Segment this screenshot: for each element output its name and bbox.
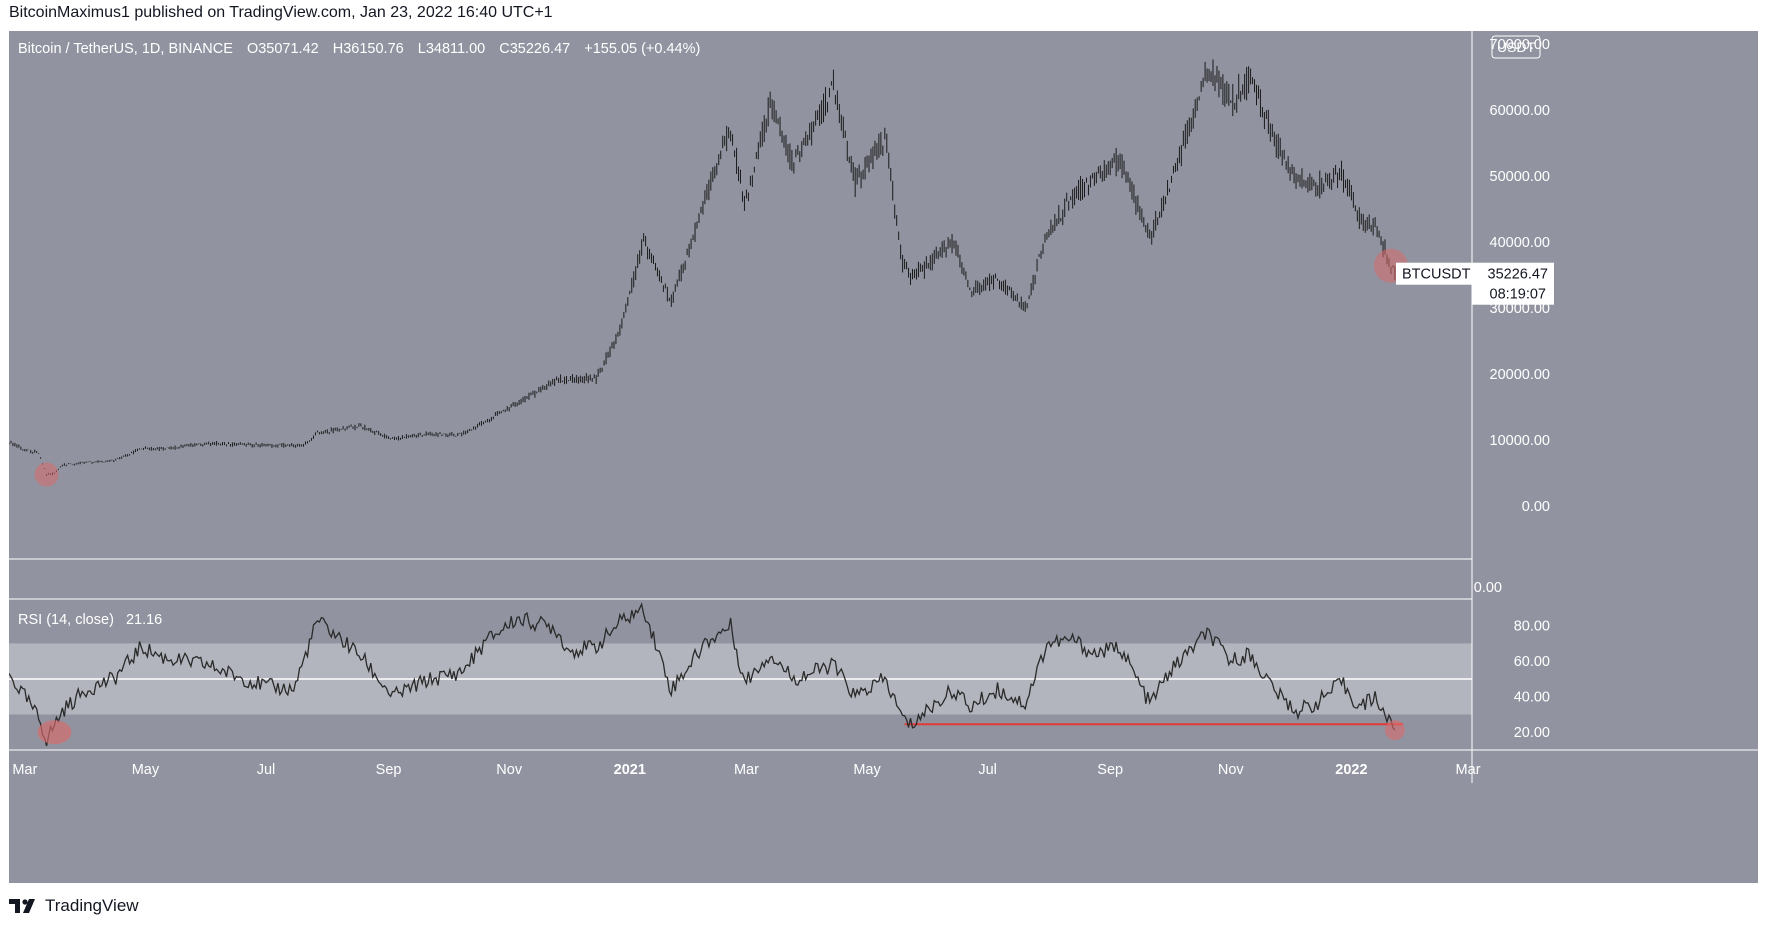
price-axis-tick: 20000.00 (1490, 367, 1550, 383)
time-axis-tick: Mar (734, 762, 759, 778)
rsi-legend-name: RSI (14, close) (18, 612, 114, 628)
close-value: 35226.47 (510, 41, 570, 57)
time-axis-tick: 2021 (614, 762, 646, 778)
currency-button[interactable]: USDT (1491, 35, 1541, 59)
footer: TradingView (9, 896, 139, 916)
change-value: +155.05 (+0.44%) (584, 41, 700, 57)
price-axis-tick: 30000.00 (1490, 301, 1550, 317)
tradingview-logo-icon (9, 899, 35, 913)
rsi-legend-value: 21.16 (126, 612, 162, 628)
time-axis-tick: Sep (1097, 762, 1123, 778)
price-low-highlight (34, 462, 59, 487)
open-value: 35071.42 (258, 41, 318, 57)
time-axis-tick: Mar (1456, 762, 1481, 778)
rsi-axis-tick: 60.00 (1514, 654, 1550, 670)
time-axis[interactable]: Mar May Jul Sep Nov 2021 Mar May Jul Sep Nov 2022 Ma… (12, 762, 1480, 778)
price-pane-background (9, 31, 1472, 559)
time-axis-tick: Sep (376, 762, 402, 778)
price-axis-tick: 40000.00 (1490, 235, 1550, 251)
rsi-axis[interactable]: 80.00 60.00 40.00 20.00 (1514, 619, 1550, 742)
rsi-line (9, 602, 1396, 747)
price-tag-symbol: BTCUSDT (1402, 267, 1471, 283)
symbol-legend[interactable]: Bitcoin / TetherUS, 1D, BINANCE O35071.4… (18, 41, 700, 57)
price-tag-symbol-box (1396, 262, 1473, 285)
time-axis-tick: Nov (496, 762, 523, 778)
last-price-tag[interactable]: BTCUSDT 35226.47 08:19:07 (1396, 262, 1554, 305)
price-axis-tick: 70000.00 (1490, 37, 1550, 53)
low-value: 34811.00 (426, 41, 485, 57)
price-axis-tick: 50000.00 (1490, 169, 1550, 185)
price-tag-countdown: 08:19:07 (1490, 287, 1546, 303)
price-axis-tick: 0.00 (1522, 499, 1550, 515)
time-axis-tick: May (132, 762, 160, 778)
low-label: L (418, 41, 426, 57)
rsi-axis-tick: 80.00 (1514, 619, 1550, 635)
rsi-legend[interactable]: RSI (14, close) 21.16 (18, 612, 162, 628)
chart-frame: Bitcoin / TetherUS, 1D, BINANCE O35071.4… (9, 31, 1758, 883)
price-tag-price: 35226.47 (1488, 267, 1548, 283)
high-label: H (333, 41, 343, 57)
open-label: O (247, 41, 258, 57)
price-axis-tick: 10000.00 (1490, 433, 1550, 449)
time-axis-tick: 2022 (1335, 762, 1367, 778)
price-pane[interactable] (9, 31, 1472, 559)
rsi-low-highlight (37, 720, 72, 745)
currency-button-label: USDT (1497, 39, 1536, 55)
time-axis-tick: May (853, 762, 881, 778)
volume-pane-zero-label: 0.00 (1474, 580, 1502, 596)
price-tag-price-box (1472, 262, 1554, 305)
rsi-current-highlight (1384, 720, 1405, 741)
rsi-axis-tick: 40.00 (1514, 690, 1550, 706)
publisher-line: BitcoinMaximus1 published on TradingView… (9, 4, 553, 21)
rsi-axis-tick: 20.00 (1514, 725, 1550, 741)
rsi-pane[interactable] (9, 602, 1472, 747)
footer-brand: TradingView (45, 896, 139, 915)
time-axis-tick: Nov (1218, 762, 1245, 778)
high-value: 36150.76 (343, 41, 403, 57)
time-axis-tick: Jul (978, 762, 997, 778)
symbol-name: Bitcoin / TetherUS, 1D, BINANCE (18, 41, 233, 57)
close-label: C (499, 41, 509, 57)
time-axis-tick: Jul (257, 762, 276, 778)
time-axis-tick: Mar (12, 762, 37, 778)
price-axis[interactable]: 70000.00 60000.00 50000.00 40000.00 30000.00… (1490, 37, 1550, 515)
price-axis-tick: 60000.00 (1490, 103, 1550, 119)
currency-button-frame (1491, 35, 1541, 59)
